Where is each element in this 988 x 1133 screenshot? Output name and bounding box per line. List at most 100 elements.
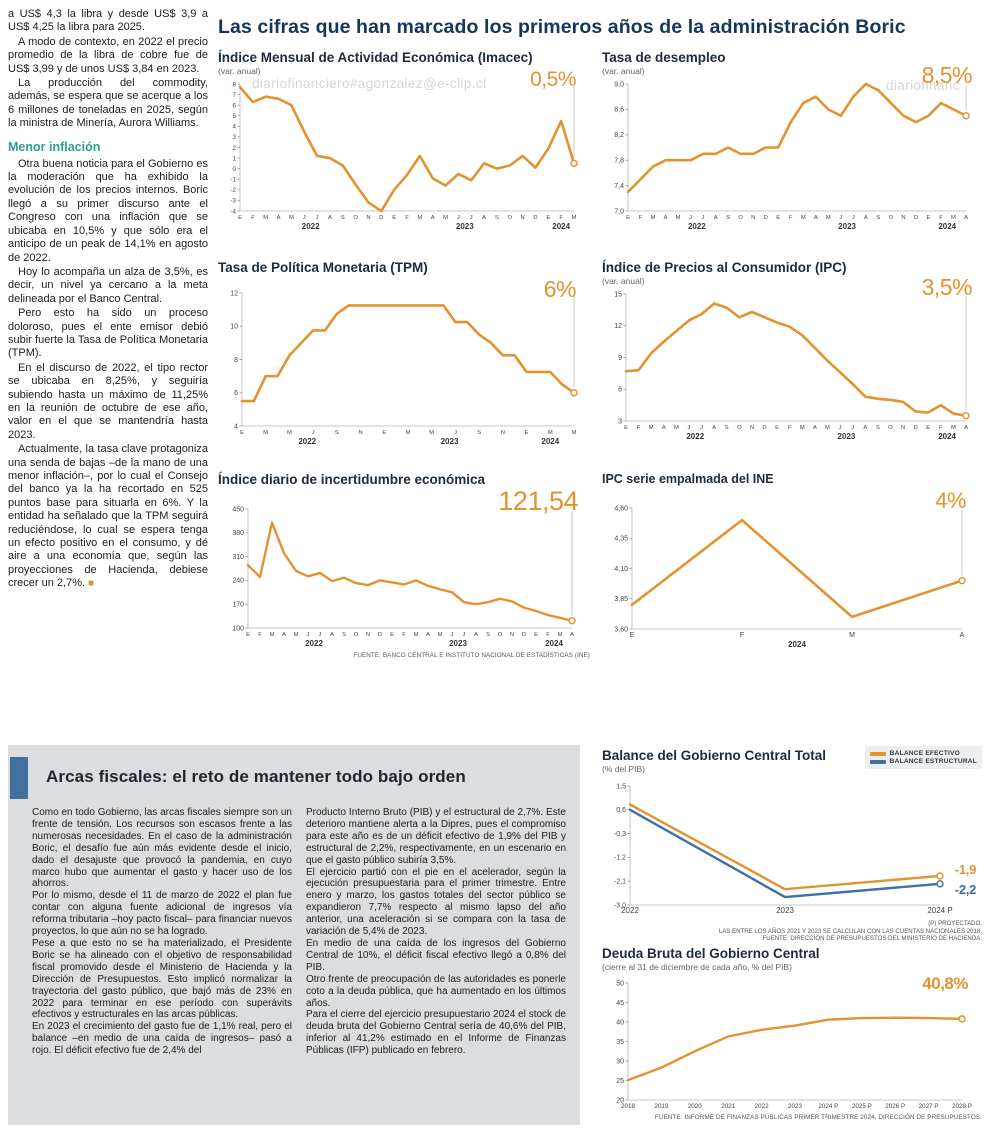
fiscal-paragraph: Pese a que esto no se ha materializado, … [32, 937, 292, 1021]
fiscal-paragraph: Producto Interno Bruto (PIB) y el estruc… [306, 807, 566, 866]
svg-text:3: 3 [618, 418, 622, 425]
svg-text:F: F [740, 632, 744, 639]
article-paragraph: A modo de contexto, en 2022 el precio pr… [8, 35, 208, 75]
svg-text:J: J [319, 632, 322, 638]
tpm-chart: Tasa de Política Monetaria (TPM) 6% 12 10… [218, 260, 590, 449]
svg-text:2023: 2023 [456, 222, 474, 231]
svg-text:7,4: 7,4 [614, 183, 624, 190]
svg-text:O: O [498, 632, 503, 638]
svg-text:2023: 2023 [788, 1103, 803, 1110]
svg-text:J: J [312, 430, 315, 436]
legend-swatch-orange [869, 751, 886, 756]
svg-text:2023: 2023 [837, 432, 855, 441]
svg-text:8,6: 8,6 [614, 107, 624, 114]
svg-text:M: M [951, 425, 956, 431]
svg-text:N: N [366, 215, 370, 221]
svg-text:15: 15 [614, 291, 622, 298]
svg-text:8: 8 [234, 357, 238, 364]
svg-text:9,0: 9,0 [614, 81, 624, 88]
chart-source: FUENTE: BANCO CENTRAL E INSTITUTO NACION… [353, 652, 590, 659]
svg-text:E: E [546, 215, 550, 221]
svg-text:3: 3 [233, 134, 237, 141]
chart-subtitle: (var. anual) [602, 276, 645, 286]
svg-text:M: M [417, 215, 422, 221]
svg-text:2022: 2022 [305, 639, 323, 648]
unemployment-chart: Tasa de desempleo (var. anual) 8,5% 9,0 8… [602, 50, 982, 234]
article-paragraph: a US$ 4,3 la libra y desde US$ 3,9 a US$… [8, 8, 208, 34]
svg-text:-2: -2 [230, 187, 236, 194]
svg-text:3,60: 3,60 [614, 626, 628, 633]
svg-text:O: O [353, 215, 358, 221]
svg-text:J: J [457, 215, 460, 221]
chart-note: LAS ENTRE LOS AÑOS 2021 Y 2023 SE CALCUL… [718, 927, 982, 935]
chart-title: Tasa de desempleo [602, 50, 726, 65]
svg-text:2025 P: 2025 P [852, 1103, 872, 1110]
svg-text:S: S [335, 430, 339, 436]
svg-text:8,2: 8,2 [614, 132, 624, 139]
svg-text:2028 P: 2028 P [952, 1103, 972, 1110]
page-headline: Las cifras que han marcado los primeros … [218, 16, 906, 38]
svg-text:35: 35 [616, 1039, 624, 1046]
svg-text:J: J [839, 425, 842, 431]
svg-text:2024: 2024 [788, 640, 806, 649]
svg-text:S: S [342, 632, 346, 638]
fiscal-box-columns: Como en todo Gobierno, las arcas fiscale… [32, 807, 566, 1057]
svg-text:-3,0: -3,0 [614, 902, 626, 909]
article-paragraph: Actualmente, la tasa clave protagoniza u… [8, 443, 208, 590]
svg-text:8: 8 [233, 81, 237, 88]
chart-title: Balance del Gobierno Central Total [602, 748, 827, 763]
svg-text:-0,3: -0,3 [614, 831, 626, 838]
legend-label: BALANCE ESTRUCTURAL [889, 758, 977, 765]
svg-text:F: F [258, 632, 262, 638]
svg-text:2022: 2022 [298, 437, 316, 446]
svg-text:9: 9 [618, 355, 622, 362]
uncertainty-chart: Índice diario de incertidumbre económica… [218, 472, 590, 659]
svg-text:S: S [726, 215, 730, 221]
svg-text:D: D [378, 632, 382, 638]
svg-text:40: 40 [616, 1019, 624, 1026]
svg-text:M: M [800, 425, 805, 431]
article-paragraph: Hoy lo acompaña un alza de 3,5%, es deci… [8, 265, 208, 305]
svg-text:O: O [888, 425, 893, 431]
svg-text:2024: 2024 [552, 222, 570, 231]
svg-text:50: 50 [616, 980, 624, 987]
fiscal-box-title: Arcas fiscales: el reto de mantener todo… [46, 767, 466, 786]
svg-text:A: A [426, 632, 430, 638]
chart-value-label: 6% [543, 276, 577, 302]
svg-text:S: S [725, 425, 729, 431]
chart-title: Índice diario de incertidumbre económica [218, 472, 486, 487]
svg-text:N: N [510, 632, 514, 638]
svg-text:J: J [463, 632, 466, 638]
svg-text:3,85: 3,85 [614, 596, 628, 603]
svg-text:M: M [438, 632, 443, 638]
svg-text:F: F [546, 632, 550, 638]
svg-text:J: J [688, 425, 691, 431]
svg-text:J: J [839, 215, 842, 221]
svg-text:J: J [470, 215, 473, 221]
svg-text:2024 P: 2024 P [818, 1103, 838, 1110]
svg-text:2024 P: 2024 P [927, 906, 952, 915]
svg-text:J: J [316, 215, 319, 221]
chart-note: (P) PROYECTADO. [928, 920, 982, 927]
svg-text:D: D [914, 425, 918, 431]
svg-text:M: M [263, 215, 268, 221]
svg-text:A: A [864, 215, 868, 221]
svg-text:-1: -1 [230, 177, 236, 184]
svg-text:-1,2: -1,2 [614, 855, 626, 862]
svg-text:1,5: 1,5 [616, 783, 626, 790]
svg-text:2024: 2024 [938, 432, 956, 441]
svg-text:D: D [379, 215, 383, 221]
article-paragraph: Otra buena noticia para el Gobierno es l… [8, 157, 208, 264]
series-end-label-efectivo: -1,9 [954, 862, 977, 877]
svg-text:O: O [508, 215, 513, 221]
svg-text:J: J [303, 215, 306, 221]
svg-text:-2,1: -2,1 [614, 879, 626, 886]
svg-text:2022: 2022 [621, 906, 639, 915]
fiscal-column-2: Producto Interno Bruto (PIB) y el estruc… [306, 807, 566, 1057]
svg-text:N: N [901, 215, 905, 221]
svg-text:E: E [624, 425, 628, 431]
svg-text:E: E [534, 632, 538, 638]
